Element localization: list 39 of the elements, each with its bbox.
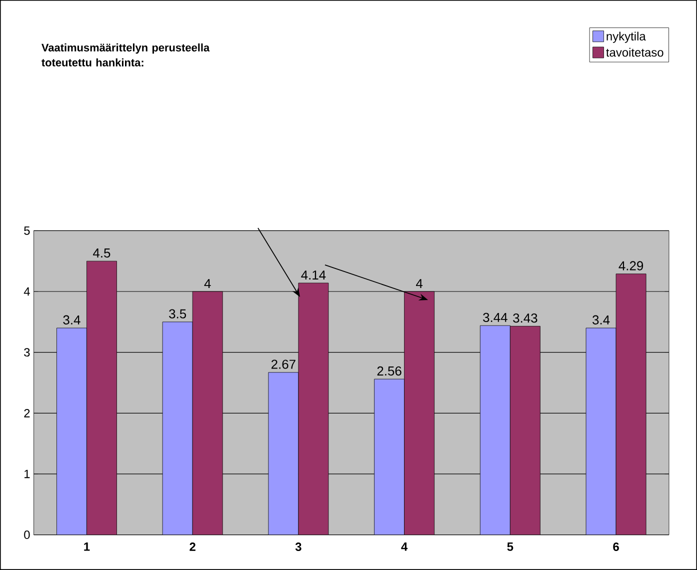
data-label: 3.43 (513, 313, 538, 323)
y-tick-label: 1 (24, 470, 30, 478)
y-tick-label: 5 (24, 226, 30, 235)
chart-title: Vaatimusmäärittelyn perusteella toteutettu hankinta: (42, 43, 210, 66)
bar (510, 326, 540, 535)
x-tick-label: 5 (507, 542, 514, 551)
x-tick-label: 6 (613, 542, 619, 552)
bar (298, 282, 329, 535)
bar (616, 274, 646, 535)
legend-label: nykytila (606, 32, 646, 43)
x-tick-label: 1 (84, 542, 90, 551)
bar (404, 291, 435, 535)
data-label: 3.44 (483, 312, 508, 322)
y-tick-label: 3 (24, 348, 30, 357)
data-label: 4.5 (93, 248, 110, 258)
x-tick-label: 3 (295, 542, 302, 552)
x-tick-label: 2 (190, 542, 196, 551)
data-label: 3.4 (63, 315, 80, 324)
legend-label: tavoitetaso (606, 48, 664, 57)
data-label: 2.67 (271, 360, 296, 369)
bar (480, 325, 510, 535)
data-label: 4 (416, 279, 423, 288)
bar (162, 322, 193, 535)
y-tick-label: 4 (24, 287, 30, 296)
x-tick-label: 4 (401, 542, 408, 551)
data-label: 4.14 (301, 270, 326, 280)
data-label: 3.4 (592, 315, 610, 324)
y-tick-label: 0 (24, 530, 30, 540)
bar (56, 328, 87, 535)
bar (268, 372, 299, 535)
bar (374, 378, 405, 535)
bar (586, 328, 616, 535)
data-label: 2.56 (377, 366, 402, 376)
bar (86, 260, 117, 535)
data-label: 3.5 (169, 309, 186, 318)
data-label: 4.29 (618, 261, 644, 270)
y-tick-label: 2 (24, 408, 30, 418)
bar (192, 291, 223, 535)
data-label: 4 (204, 279, 211, 288)
